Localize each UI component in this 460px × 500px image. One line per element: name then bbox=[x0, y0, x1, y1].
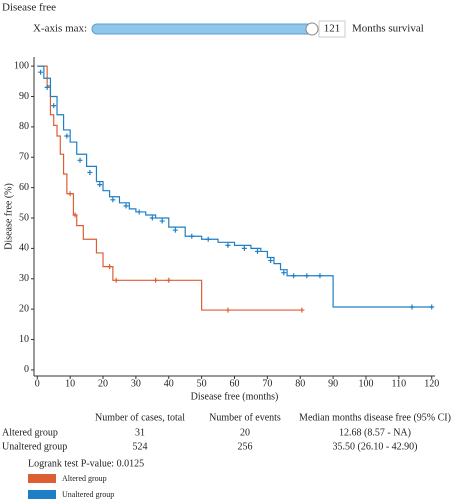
legend-swatch bbox=[28, 490, 56, 499]
table-cell: 256 bbox=[238, 441, 253, 452]
table-cell: Altered group bbox=[2, 427, 58, 438]
censor-mark bbox=[299, 307, 305, 313]
censor-mark bbox=[304, 273, 310, 279]
censor-mark bbox=[113, 277, 119, 283]
y-tick-label: 10 bbox=[19, 334, 29, 345]
censor-mark bbox=[136, 209, 142, 215]
y-tick-label: 80 bbox=[19, 121, 29, 132]
censor-mark bbox=[72, 212, 78, 218]
logrank: Logrank test P-value: 0.0125 bbox=[28, 458, 144, 469]
slider-unit: Months survival bbox=[352, 23, 424, 35]
censor-mark bbox=[429, 304, 435, 310]
x-tick-label: 90 bbox=[328, 378, 338, 389]
censor-mark bbox=[67, 191, 73, 197]
censor-mark bbox=[268, 258, 274, 264]
table-cell: 524 bbox=[133, 441, 148, 452]
legend-label: Altered group bbox=[62, 474, 107, 483]
y-tick-label: 20 bbox=[19, 303, 29, 314]
x-tick-label: 60 bbox=[230, 378, 240, 389]
slider-track[interactable] bbox=[91, 23, 315, 35]
y-axis-title: Disease free (%) bbox=[3, 183, 14, 250]
censor-mark bbox=[123, 203, 129, 209]
table-cell: 35.50 (26.10 - 42.90) bbox=[333, 441, 418, 452]
x-tick-label: 10 bbox=[65, 378, 75, 389]
x-tick-label: 20 bbox=[98, 378, 108, 389]
censor-mark bbox=[317, 273, 323, 279]
y-tick-label: 90 bbox=[19, 91, 29, 102]
y-tick-label: 50 bbox=[19, 212, 29, 223]
legend-label: Unaltered group bbox=[62, 490, 114, 499]
slider-knob[interactable] bbox=[305, 22, 319, 36]
censor-mark bbox=[241, 245, 247, 251]
censor-mark bbox=[291, 273, 297, 279]
x-tick-label: 30 bbox=[131, 378, 141, 389]
censor-mark bbox=[38, 69, 44, 75]
x-axis-title: Disease free (months) bbox=[191, 391, 279, 402]
x-tick-label: 100 bbox=[358, 378, 373, 389]
censor-mark bbox=[110, 197, 116, 203]
censor-mark bbox=[225, 307, 231, 313]
x-tick-label: 110 bbox=[392, 378, 407, 389]
table-cell: 31 bbox=[135, 427, 145, 438]
censor-mark bbox=[409, 304, 415, 310]
censor-mark bbox=[255, 248, 261, 254]
censor-mark bbox=[189, 233, 195, 239]
table-header: Number of cases, total bbox=[95, 412, 185, 423]
y-tick-label: 100 bbox=[14, 60, 29, 71]
x-tick-label: 70 bbox=[262, 378, 272, 389]
x-tick-label: 120 bbox=[424, 378, 439, 389]
x-tick-label: 0 bbox=[35, 378, 40, 389]
y-tick-label: 60 bbox=[19, 182, 29, 193]
y-tick-label: 40 bbox=[19, 243, 29, 254]
legend-swatch bbox=[28, 474, 56, 483]
y-tick-label: 70 bbox=[19, 152, 29, 163]
censor-mark bbox=[225, 242, 231, 248]
y-tick-label: 0 bbox=[24, 364, 29, 375]
censor-mark bbox=[281, 270, 287, 276]
censor-mark bbox=[153, 277, 159, 283]
censor-mark bbox=[205, 236, 211, 242]
censor-mark bbox=[97, 182, 103, 188]
table-header: Median months disease free (95% CI) bbox=[299, 412, 451, 423]
table-cell: 20 bbox=[240, 427, 250, 438]
table-header: Number of events bbox=[209, 412, 281, 423]
y-tick-label: 30 bbox=[19, 273, 29, 284]
censor-mark bbox=[149, 215, 155, 221]
censor-mark bbox=[77, 157, 83, 163]
table-cell: 12.68 (8.57 - NA) bbox=[339, 427, 411, 438]
x-tick-label: 50 bbox=[197, 378, 207, 389]
survival-curve bbox=[37, 65, 302, 311]
censor-mark bbox=[107, 264, 113, 270]
censor-mark bbox=[159, 218, 165, 224]
x-tick-label: 80 bbox=[295, 378, 305, 389]
slider-label: X-axis max: bbox=[33, 23, 87, 35]
page-title: Disease free bbox=[2, 2, 56, 14]
censor-mark bbox=[87, 169, 93, 175]
survival-curve bbox=[37, 65, 432, 308]
table-cell: Unaltered group bbox=[2, 441, 67, 452]
x-tick-label: 40 bbox=[164, 378, 174, 389]
censor-mark bbox=[166, 277, 172, 283]
censor-mark bbox=[172, 227, 178, 233]
censor-mark bbox=[64, 133, 70, 139]
censor-mark bbox=[44, 84, 50, 90]
censor-mark bbox=[51, 103, 57, 109]
slider-value: 121 bbox=[324, 23, 341, 35]
slider-value-box[interactable] bbox=[318, 20, 346, 38]
